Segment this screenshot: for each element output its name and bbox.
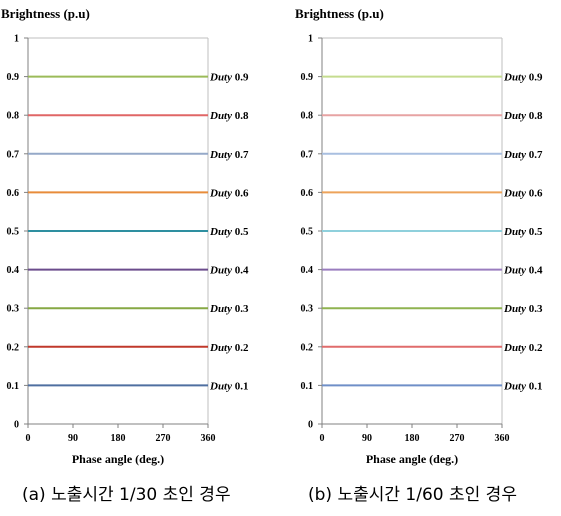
- panel-b-series-label: Duty 0.5: [503, 226, 543, 238]
- panel-b-chart: 0 0.1 0.2 0.3 0.4 0.5 0.6 0.7 0.8 0.9 1 0 90 180 270 36…: [295, 6, 543, 466]
- panel-b-series-label-value: 0.3: [529, 303, 543, 315]
- panel-b-series-label-value: 0.6: [529, 187, 543, 199]
- panel-a-y-tick-label: 0.3: [7, 304, 20, 315]
- panel-b-x-axis-label: Phase angle (deg.): [366, 452, 458, 466]
- panel-a-y-tick-label: 0.2: [7, 342, 20, 353]
- panel-b-series-label-value: 0.5: [529, 226, 543, 238]
- panel-a-y-tick-label: 0.4: [7, 265, 20, 276]
- panel-a-y-tick-label: 0: [14, 420, 19, 431]
- panel-b-series-label-value: 0.1: [529, 380, 543, 392]
- panel-b-series-label: Duty 0.7: [503, 149, 543, 161]
- panel-a-series-label: Duty 0.3: [209, 303, 249, 315]
- panel-a-series-label-value: 0.8: [235, 110, 249, 122]
- panel-a-series-label-value: 0.5: [235, 226, 249, 238]
- panel-a-series-label: Duty 0.4: [209, 265, 249, 277]
- panel-b-series-label: Duty 0.1: [503, 380, 543, 392]
- panel-a-series-label-prefix: Duty: [209, 149, 232, 161]
- panel-b-y-tick-label: 0.5: [301, 227, 314, 238]
- panel-b-series-label-prefix: Duty: [503, 149, 526, 161]
- panel-a-series-label-value: 0.9: [235, 72, 249, 84]
- panel-a-x-tick-label: 0: [26, 433, 31, 444]
- panel-a-series-label-value: 0.2: [235, 342, 249, 354]
- panel-b-series-label: Duty 0.6: [503, 187, 543, 199]
- panel-b-series-label-value: 0.4: [529, 265, 543, 277]
- panel-b-series-label: Duty 0.9: [503, 72, 543, 84]
- panel-a-y-axis-label: Brightness (p.u): [1, 6, 90, 21]
- panel-a-series-label-value: 0.4: [235, 265, 249, 277]
- panel-a-y-tick-label: 0.7: [7, 149, 20, 160]
- panel-b-y-tick-label: 0.7: [301, 149, 314, 160]
- panel-a-y-tick-label: 0.8: [7, 111, 20, 122]
- panel-a-series-label-value: 0.3: [235, 303, 249, 315]
- panel-b-y-tick-label: 0.2: [301, 342, 314, 353]
- panel-a-series-label-prefix: Duty: [209, 303, 232, 315]
- panel-b-x-tick-label: 0: [320, 433, 325, 444]
- panel-a-series-label-prefix: Duty: [209, 380, 232, 392]
- panel-a-x-axis-label: Phase angle (deg.): [72, 452, 164, 466]
- panel-a-y-tick-label: 1: [14, 34, 19, 45]
- panel-b-series-label-prefix: Duty: [503, 226, 526, 238]
- panel-a-series-label: Duty 0.5: [209, 226, 249, 238]
- panel-b-series-label-prefix: Duty: [503, 265, 526, 277]
- panel-b-y-tick-label: 0.9: [301, 72, 314, 83]
- panel-b-x-tick-label: 270: [450, 433, 465, 444]
- panel-b-series-label: Duty 0.2: [503, 342, 543, 354]
- panel-a-series-label: Duty 0.9: [209, 72, 249, 84]
- panel-a-chart: 0 0.1 0.2 0.3 0.4 0.5 0.6 0.7 0.8 0.9 1 0 90 180 270 36…: [1, 6, 249, 466]
- panel-a-series-label: Duty 0.2: [209, 342, 249, 354]
- panel-b-series-label-value: 0.7: [529, 149, 543, 161]
- panel-b-series-label-value: 0.9: [529, 72, 543, 84]
- panel-b-y-tick-label: 1: [308, 34, 313, 45]
- panel-b-series-label-prefix: Duty: [503, 380, 526, 392]
- panel-b-series-label-prefix: Duty: [503, 303, 526, 315]
- panel-b-x-tick-label: 360: [495, 433, 510, 444]
- panel-b-series-label-value: 0.8: [529, 110, 543, 122]
- panel-a-y-tick-label: 0.9: [7, 72, 20, 83]
- panel-b-y-tick-label: 0.1: [301, 381, 314, 392]
- panel-b-series-label-prefix: Duty: [503, 110, 526, 122]
- panel-a-series-label-value: 0.7: [235, 149, 249, 161]
- panel-b-series-label-prefix: Duty: [503, 342, 526, 354]
- panel-a-series-label: Duty 0.7: [209, 149, 249, 161]
- panel-a-series-label-value: 0.6: [235, 187, 249, 199]
- panel-a-series-label-prefix: Duty: [209, 72, 232, 84]
- panel-a-series-label: Duty 0.8: [209, 110, 249, 122]
- panel-a-x-tick-label: 90: [68, 433, 78, 444]
- panel-b-y-tick-label: 0: [308, 420, 313, 431]
- panel-b-y-tick-label: 0.6: [301, 188, 314, 199]
- panel-a-series-label-value: 0.1: [235, 380, 249, 392]
- panel-b-x-tick-label: 90: [362, 433, 372, 444]
- panel-a-series-label-prefix: Duty: [209, 265, 232, 277]
- panel-b-series-label-value: 0.2: [529, 342, 543, 354]
- panel-b-series-label: Duty 0.8: [503, 110, 543, 122]
- panel-a-x-tick-label: 360: [201, 433, 216, 444]
- panel-a-x-tick-label: 180: [111, 433, 126, 444]
- panel-b-y-tick-label: 0.4: [301, 265, 314, 276]
- panel-b-y-axis-label: Brightness (p.u): [295, 6, 384, 21]
- panel-a-series-label-prefix: Duty: [209, 110, 232, 122]
- panel-a-y-tick-label: 0.6: [7, 188, 20, 199]
- panel-b-series-label: Duty 0.4: [503, 265, 543, 277]
- panel-b-x-tick-label: 180: [405, 433, 420, 444]
- panel-a-series-label-prefix: Duty: [209, 187, 232, 199]
- panel-b-y-tick-label: 0.8: [301, 111, 314, 122]
- panel-b-series-label-prefix: Duty: [503, 187, 526, 199]
- panel-b-caption: (b) 노출시간 1/60 초인 경우: [308, 485, 517, 505]
- panel-a-series-label-prefix: Duty: [209, 342, 232, 354]
- panel-a-y-tick-label: 0.1: [7, 381, 20, 392]
- panel-b-y-tick-label: 0.3: [301, 304, 314, 315]
- panel-a-series-label: Duty 0.1: [209, 380, 249, 392]
- panel-b-series-label: Duty 0.3: [503, 303, 543, 315]
- panel-a-series-label: Duty 0.6: [209, 187, 249, 199]
- panel-a-series-label-prefix: Duty: [209, 226, 232, 238]
- panel-a-x-tick-label: 270: [156, 433, 171, 444]
- panel-a-y-tick-label: 0.5: [7, 227, 20, 238]
- panel-b-series-label-prefix: Duty: [503, 72, 526, 84]
- panel-a-caption: (a) 노출시간 1/30 초인 경우: [22, 485, 231, 505]
